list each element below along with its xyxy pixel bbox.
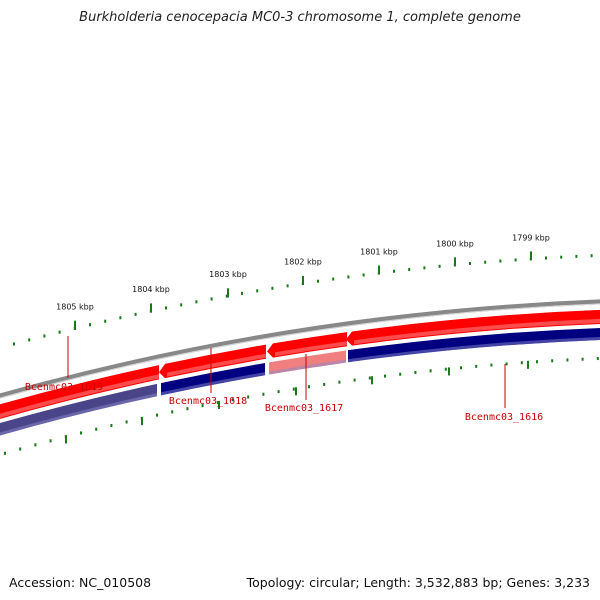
kbp-tick-label: 1799 kbp bbox=[512, 233, 550, 242]
reverse-strand-genes bbox=[0, 328, 600, 436]
reverse-gene-shade bbox=[0, 393, 157, 436]
gene-labels: Bcenmc03_1619 Bcenmc03_1618 Bcenmc03_1617 B… bbox=[25, 336, 543, 423]
backbone-highlight bbox=[0, 303, 600, 399]
backbone-outer-line bbox=[0, 299, 600, 399]
kbp-tick-label: 1802 kbp bbox=[284, 258, 322, 267]
forward-gene-shade bbox=[0, 374, 159, 418]
gene-label: Bcenmc03_1616 bbox=[465, 412, 543, 423]
forward-gene-shade bbox=[275, 341, 347, 357]
forward-gene-shade bbox=[167, 353, 266, 377]
gene-label: Bcenmc03_1619 bbox=[25, 382, 103, 393]
lower-tick-row bbox=[4, 357, 599, 455]
reverse-gene-shade bbox=[348, 337, 600, 363]
accession-text: Accession: NC_010508 bbox=[9, 575, 152, 590]
genome-summary-text: Topology: circular; Length: 3,532,883 bp… bbox=[246, 575, 590, 590]
kbp-tick-label: 1800 kbp bbox=[436, 239, 474, 248]
kbp-tick-label: 1805 kbp bbox=[56, 302, 94, 311]
gene-label: Bcenmc03_1617 bbox=[265, 403, 343, 414]
reverse-gene-shade bbox=[269, 359, 346, 375]
reverse-gene-shade bbox=[161, 372, 265, 396]
kbp-tick-row: 1805 kbp 1804 kbp 1803 kbp 1802 kbp 1801 kbp… bbox=[13, 233, 593, 346]
forward-gene-shade bbox=[354, 319, 600, 345]
kbp-tick-label: 1803 kbp bbox=[209, 270, 247, 279]
map-title: Burkholderia cenocepacia MC0-3 chromosom… bbox=[79, 10, 521, 25]
backbone bbox=[0, 299, 600, 399]
kbp-tick-label: 1801 kbp bbox=[360, 247, 398, 256]
kbp-tick-label: 1804 kbp bbox=[132, 285, 170, 294]
forward-strand-genes bbox=[0, 310, 600, 419]
gene-label: Bcenmc03_1618 bbox=[169, 396, 247, 407]
